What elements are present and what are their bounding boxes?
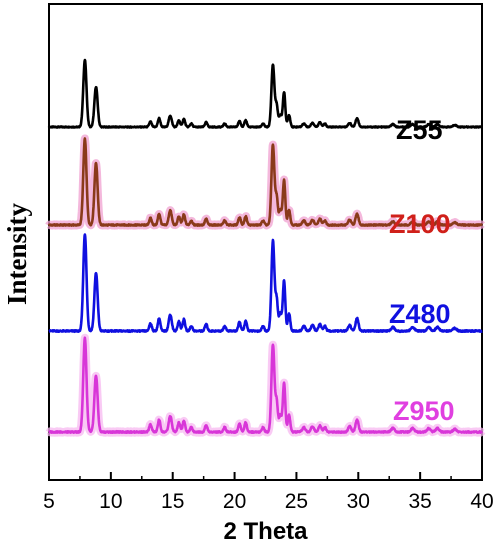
series-label-z950: Z950 — [393, 396, 455, 426]
x-tick-label: 35 — [408, 490, 431, 513]
series-label-z100: Z100 — [389, 209, 451, 239]
x-tick-label: 10 — [99, 490, 122, 513]
x-axis-ticks: 5 10 15 20 25 30 35 40 — [43, 472, 494, 513]
series-label-z480: Z480 — [389, 299, 451, 329]
series-layer: Z55 Z100 Z480 Z950 — [45, 58, 486, 437]
x-tick-label: 20 — [223, 490, 246, 513]
series-line-z55 — [47, 58, 483, 129]
series-line-z950 — [48, 336, 484, 434]
x-axis-title: 2 Theta — [223, 518, 308, 545]
y-axis-title: Intensity — [2, 202, 32, 305]
x-tick-label: 40 — [470, 490, 493, 513]
series-label-z55: Z55 — [396, 115, 443, 145]
x-tick-label: 25 — [285, 490, 308, 513]
series-line-z100 — [47, 137, 483, 227]
x-tick-label: 15 — [161, 490, 184, 513]
x-tick-label: 30 — [347, 490, 370, 513]
series-line-z480 — [48, 233, 483, 334]
x-tick-label: 5 — [43, 490, 55, 513]
